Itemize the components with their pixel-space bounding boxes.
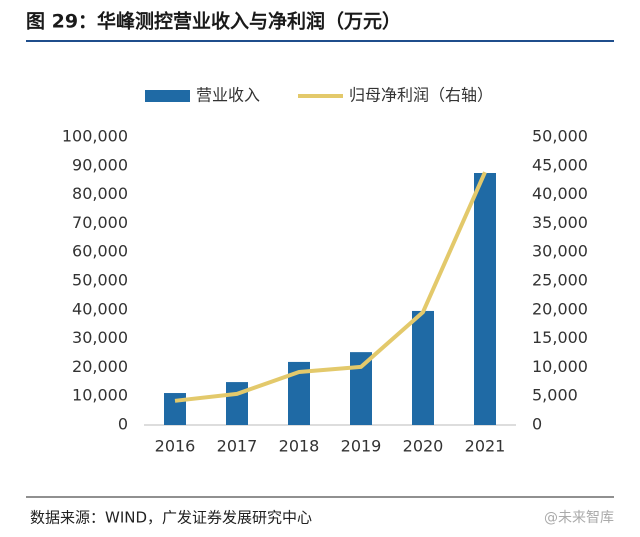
y-tick-label: 60,000: [72, 242, 128, 261]
y2-tick-label: 35,000: [532, 213, 588, 232]
legend-label: 归母净利润（右轴）: [349, 86, 493, 105]
source: 数据来源：WIND，广发证券发展研究中心: [30, 509, 312, 527]
y-tick-label: 70,000: [72, 213, 128, 232]
y2-tick-label: 50,000: [532, 127, 588, 146]
y-tick-label: 20,000: [72, 357, 128, 376]
y2-tick-label: 0: [532, 415, 542, 434]
y-tick-label: 0: [118, 415, 128, 434]
y-tick-label: 10,000: [72, 386, 128, 405]
bar: [226, 382, 248, 425]
line: [174, 171, 487, 403]
chart-title: 图 29：华峰测控营业收入与净利润（万元）: [26, 10, 401, 33]
bar: [164, 393, 186, 425]
x-tick-label: 2017: [217, 437, 258, 456]
y2-tick-label: 30,000: [532, 242, 588, 261]
y-tick-label: 40,000: [72, 299, 128, 318]
y-tick-label: 90,000: [72, 155, 128, 174]
y2-tick-label: 10,000: [532, 357, 588, 376]
bar: [474, 173, 496, 425]
x-tick-label: 2020: [403, 437, 444, 456]
y2-tick-label: 45,000: [532, 155, 588, 174]
y2-tick-label: 20,000: [532, 299, 588, 318]
bar: [412, 310, 434, 425]
watermark: @未来智库: [544, 510, 614, 526]
y-tick-label: 100,000: [62, 127, 128, 146]
y2-tick-label: 15,000: [532, 328, 588, 347]
bar: [288, 361, 310, 425]
legend-swatch: [145, 90, 190, 102]
x-tick-label: 2018: [279, 437, 320, 456]
legend-label: 营业收入: [196, 86, 260, 105]
y2-tick-label: 5,000: [532, 386, 578, 405]
x-tick-label: 2016: [155, 437, 196, 456]
y2-tick-label: 25,000: [532, 271, 588, 290]
y-tick-label: 30,000: [72, 328, 128, 347]
x-tick-label: 2019: [341, 437, 382, 456]
bar: [350, 352, 372, 425]
x-tick-label: 2021: [465, 437, 506, 456]
y-tick-label: 80,000: [72, 184, 128, 203]
y-tick-label: 50,000: [72, 271, 128, 290]
y2-tick-label: 40,000: [532, 184, 588, 203]
